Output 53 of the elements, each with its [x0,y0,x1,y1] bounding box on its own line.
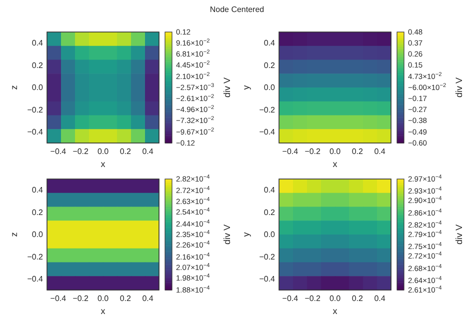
text: Node Centered [210,5,264,14]
y-axis-title: z [9,84,19,90]
x-tick-label: 0.2 [120,147,132,156]
x-tick-label: 0.4 [374,147,386,156]
x-tick-label: −0.2 [304,294,322,303]
x-tick-label: −0.4 [282,147,299,156]
x-axis-title: x [100,159,106,169]
color-bar-title: div V [454,77,464,98]
color-bar-title: div V [222,224,232,245]
x-tick-label: −0.4 [282,294,299,303]
y-tick-label: 0.4 [264,38,276,48]
color-bar-title: div V [222,77,232,98]
x-tick-label: 0.2 [352,147,364,156]
x-tick-label: −0.4 [50,294,67,303]
x-axis-title: x [332,306,338,316]
y-tick-label: 0.4 [264,186,276,195]
x-tick-label: −0.2 [72,147,90,156]
y-tick-label: 0.2 [264,60,276,70]
y-tick-label: −0.2 [259,252,276,262]
y-tick-label: −0.4 [27,127,44,136]
x-axis-title: x [332,159,338,169]
x-tick-label: 0.2 [352,294,364,303]
x-tick-label: 0.4 [142,147,154,156]
x-tick-label: 0.2 [120,294,132,303]
y-tick-label: 0.4 [32,38,44,48]
y-tick-label: 0.4 [32,186,44,195]
y-tick-label: 0.2 [32,60,44,70]
y-axis-title: y [241,232,251,237]
y-tick-label: 0.0 [264,230,276,240]
y-axis-title: z [9,232,19,237]
x-tick-label: 0.4 [374,294,386,303]
y-tick-label: 0.0 [32,230,44,240]
y-tick-label: 0.0 [32,83,44,92]
y-tick-label: 0.2 [32,208,44,217]
y-axis-title: y [241,84,251,90]
color-bar-title: div V [454,224,464,245]
x-tick-label: −0.2 [304,147,322,156]
x-tick-label: −0.4 [50,147,67,156]
y-tick-label: −0.2 [259,105,276,114]
x-tick-label: 0.0 [329,147,342,156]
y-tick-label: −0.2 [27,105,44,114]
x-tick-label: 0.0 [329,294,342,303]
x-axis-title: x [100,306,106,316]
y-tick-label: −0.2 [27,252,44,262]
x-tick-label: −0.2 [72,294,90,303]
x-tick-label: 0.0 [97,147,110,156]
y-tick-label: 0.0 [264,83,276,92]
y-tick-label: 0.2 [264,208,276,217]
y-tick-label: −0.4 [259,274,276,284]
x-tick-label: 0.0 [97,294,110,303]
x-tick-label: 0.4 [142,294,154,303]
y-tick-label: −0.4 [27,274,44,284]
y-tick-label: −0.4 [259,127,276,136]
